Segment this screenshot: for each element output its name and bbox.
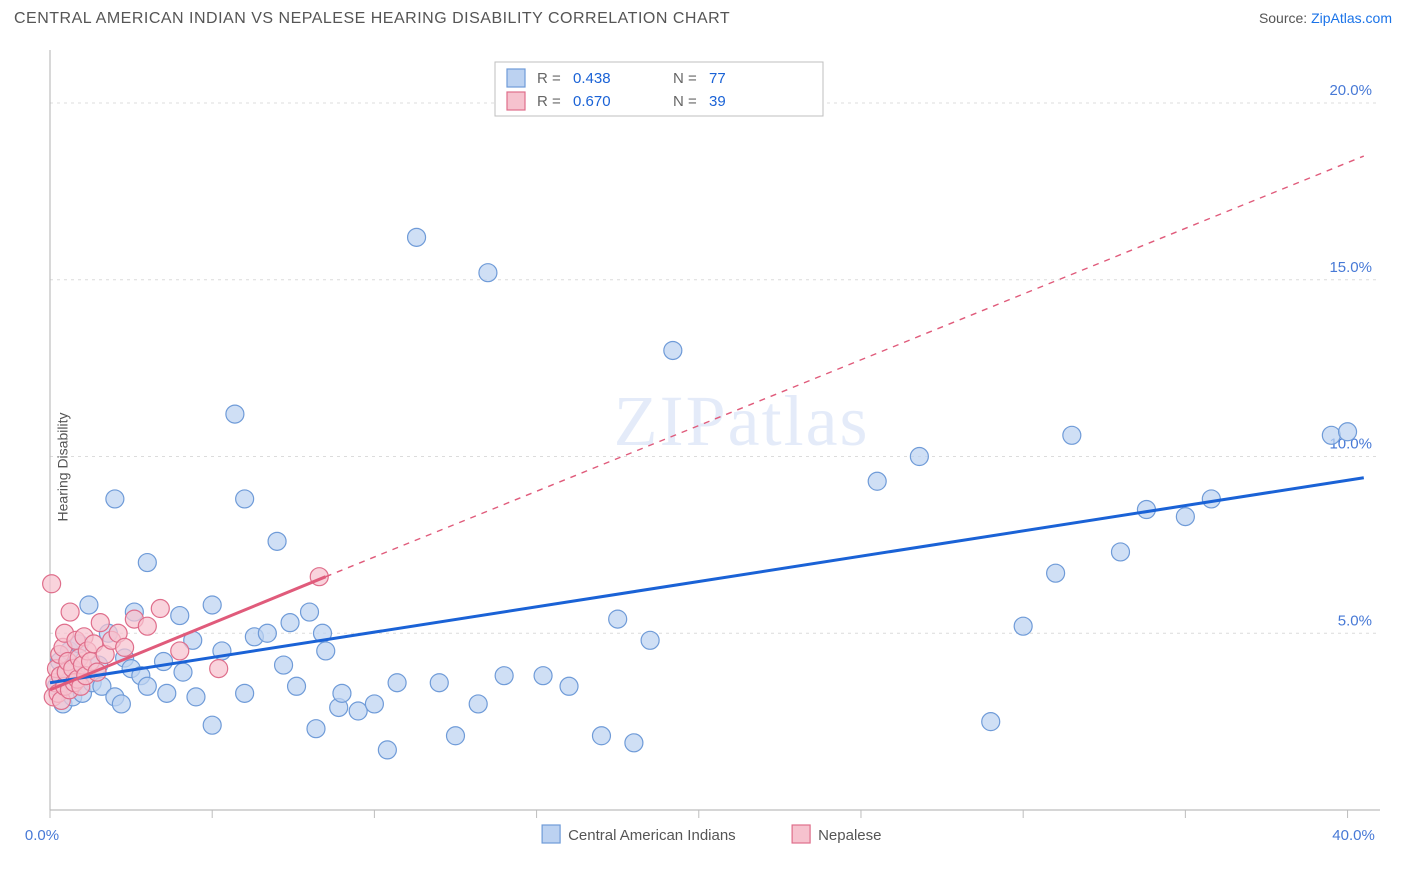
stat-r-value: 0.438 — [573, 70, 611, 87]
stat-n-value: 39 — [709, 93, 726, 110]
data-point — [203, 716, 221, 734]
data-point — [378, 741, 396, 759]
data-point — [138, 617, 156, 635]
stat-r-value: 0.670 — [573, 93, 611, 110]
data-point — [560, 677, 578, 695]
data-point — [1063, 426, 1081, 444]
data-point — [281, 614, 299, 632]
data-point — [171, 607, 189, 625]
data-point — [1176, 508, 1194, 526]
data-point — [333, 684, 351, 702]
data-point — [301, 603, 319, 621]
data-point — [43, 575, 61, 593]
source-prefix: Source: — [1259, 10, 1311, 26]
data-point — [868, 472, 886, 490]
source-link[interactable]: ZipAtlas.com — [1311, 10, 1392, 26]
data-point — [158, 684, 176, 702]
x-tick-label: 0.0% — [25, 827, 59, 844]
data-point — [138, 677, 156, 695]
data-point — [187, 688, 205, 706]
data-point — [446, 727, 464, 745]
data-point — [534, 667, 552, 685]
data-point — [317, 642, 335, 660]
data-point — [91, 614, 109, 632]
data-point — [469, 695, 487, 713]
data-point — [112, 695, 130, 713]
data-point — [203, 596, 221, 614]
data-point — [430, 674, 448, 692]
data-point — [1339, 423, 1357, 441]
data-point — [1047, 564, 1065, 582]
data-point — [641, 631, 659, 649]
data-point — [80, 596, 98, 614]
legend-swatch — [507, 92, 525, 110]
y-tick-label: 5.0% — [1338, 612, 1372, 629]
data-point — [349, 702, 367, 720]
data-point — [307, 720, 325, 738]
data-point — [910, 448, 928, 466]
data-point — [151, 600, 169, 618]
watermark: ZIPatlas — [614, 381, 870, 461]
source-attribution: Source: ZipAtlas.com — [1259, 10, 1392, 26]
y-tick-label: 15.0% — [1329, 259, 1372, 276]
y-axis-label: Hearing Disability — [54, 413, 70, 522]
data-point — [664, 341, 682, 359]
data-point — [106, 490, 124, 508]
data-point — [288, 677, 306, 695]
data-point — [116, 638, 134, 656]
data-point — [268, 532, 286, 550]
data-point — [625, 734, 643, 752]
y-tick-label: 20.0% — [1329, 82, 1372, 99]
stat-n-value: 77 — [709, 70, 726, 87]
data-point — [479, 264, 497, 282]
x-tick-label: 40.0% — [1332, 827, 1375, 844]
data-point — [258, 624, 276, 642]
data-point — [236, 684, 254, 702]
trend-line — [50, 478, 1364, 683]
stat-n-label: N = — [673, 93, 697, 110]
data-point — [138, 554, 156, 572]
legend-label-series1: Central American Indians — [568, 827, 736, 844]
data-point — [365, 695, 383, 713]
data-point — [609, 610, 627, 628]
data-point — [1111, 543, 1129, 561]
data-point — [408, 228, 426, 246]
trend-line-extrapolated — [326, 156, 1364, 577]
scatter-chart: 5.0%10.0%15.0%20.0%ZIPatlas0.0%40.0%R =0… — [0, 42, 1406, 892]
data-point — [1014, 617, 1032, 635]
data-point — [210, 660, 228, 678]
stat-r-label: R = — [537, 93, 561, 110]
data-point — [495, 667, 513, 685]
chart-area: Hearing Disability 5.0%10.0%15.0%20.0%ZI… — [0, 42, 1406, 892]
page-title: CENTRAL AMERICAN INDIAN VS NEPALESE HEAR… — [14, 10, 730, 28]
data-point — [171, 642, 189, 660]
data-point — [1322, 426, 1340, 444]
legend-swatch — [542, 825, 560, 843]
data-point — [1202, 490, 1220, 508]
data-point — [226, 405, 244, 423]
data-point — [155, 653, 173, 671]
data-point — [388, 674, 406, 692]
legend-swatch — [792, 825, 810, 843]
data-point — [982, 713, 1000, 731]
data-point — [275, 656, 293, 674]
data-point — [592, 727, 610, 745]
legend-swatch — [507, 69, 525, 87]
stat-r-label: R = — [537, 70, 561, 87]
data-point — [61, 603, 79, 621]
legend-label-series2: Nepalese — [818, 827, 881, 844]
data-point — [174, 663, 192, 681]
stat-n-label: N = — [673, 70, 697, 87]
data-point — [236, 490, 254, 508]
